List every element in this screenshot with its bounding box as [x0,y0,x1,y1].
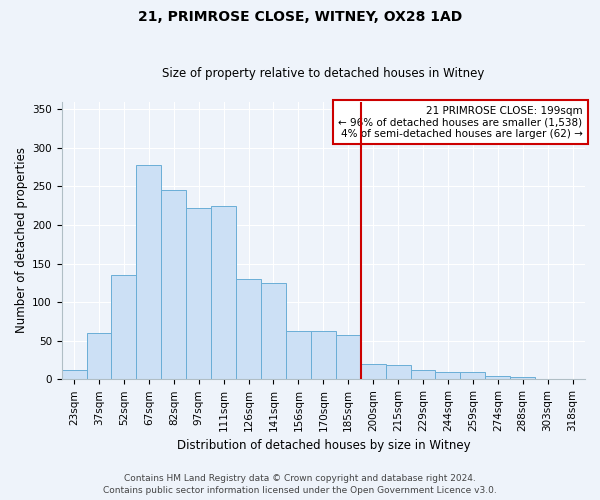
Bar [510,377,535,380]
Bar [410,370,436,380]
Bar [136,165,161,380]
Bar [286,332,311,380]
Title: Size of property relative to detached houses in Witney: Size of property relative to detached ho… [162,66,485,80]
Bar [186,208,211,380]
Bar [62,370,86,380]
Bar [460,372,485,380]
Bar [535,378,560,380]
Bar [361,364,386,380]
Bar [86,333,112,380]
Bar [112,275,136,380]
Text: Contains HM Land Registry data © Crown copyright and database right 2024.
Contai: Contains HM Land Registry data © Crown c… [103,474,497,495]
Bar [386,366,410,380]
Bar [261,283,286,380]
Y-axis label: Number of detached properties: Number of detached properties [15,148,28,334]
Bar [236,279,261,380]
Bar [211,206,236,380]
Bar [436,372,460,380]
Text: 21 PRIMROSE CLOSE: 199sqm
← 96% of detached houses are smaller (1,538)
4% of sem: 21 PRIMROSE CLOSE: 199sqm ← 96% of detac… [338,106,583,139]
Text: 21, PRIMROSE CLOSE, WITNEY, OX28 1AD: 21, PRIMROSE CLOSE, WITNEY, OX28 1AD [138,10,462,24]
Bar [485,376,510,380]
Bar [311,332,336,380]
Bar [161,190,186,380]
Bar [336,334,361,380]
X-axis label: Distribution of detached houses by size in Witney: Distribution of detached houses by size … [176,440,470,452]
